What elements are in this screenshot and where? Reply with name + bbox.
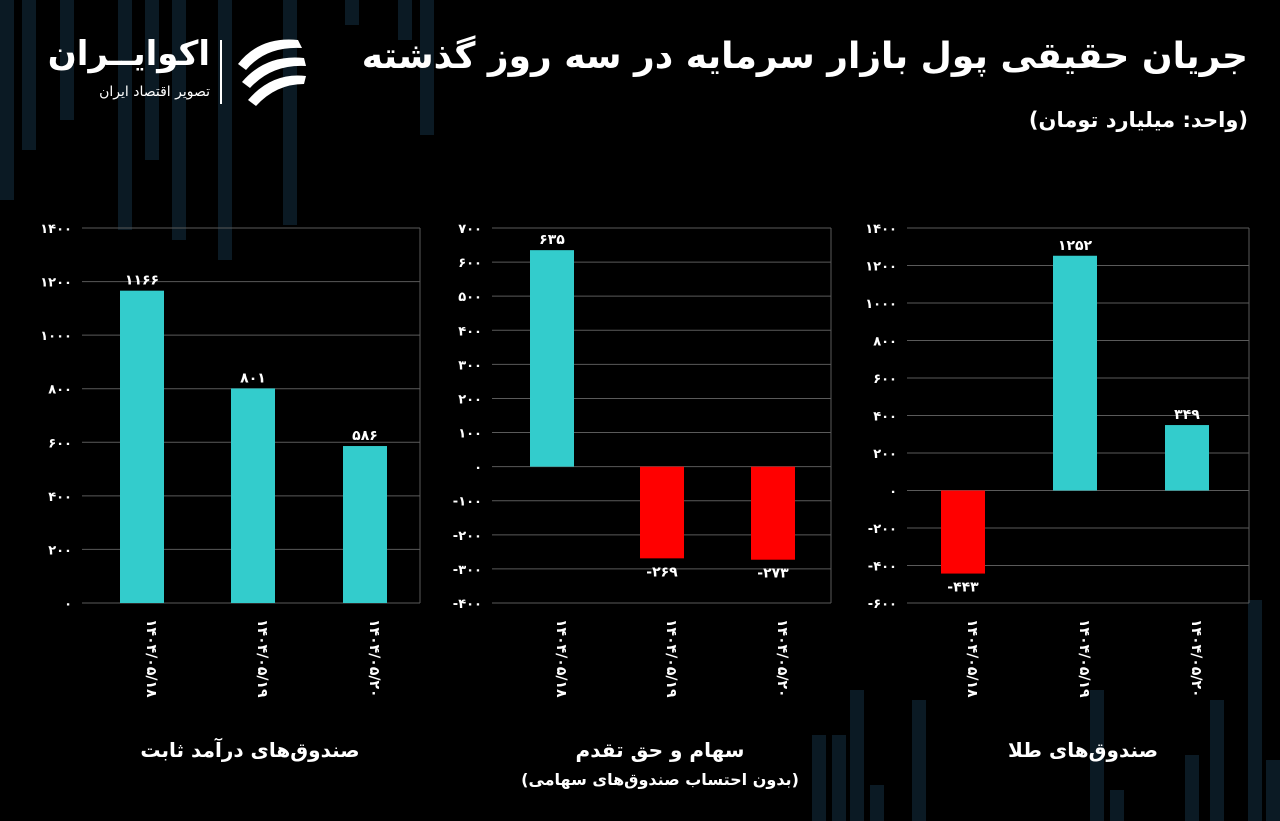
y-tick-label: -۲۰۰	[453, 529, 482, 544]
x-tick-label: ۱۴۰۴/۰۵/۱۸	[553, 619, 569, 698]
y-tick-label: ۲۰۰	[873, 447, 897, 462]
y-tick-label: -۴۰۰	[868, 560, 897, 575]
y-tick-label: ۴۰۰	[873, 410, 897, 425]
y-tick-label: ۱۴۰۰	[865, 222, 897, 237]
y-tick-label: ۰	[64, 597, 72, 612]
logo-tagline: تصویر اقتصاد ایران	[99, 84, 210, 100]
data-label: ۱۱۶۶	[125, 273, 159, 289]
bar	[640, 466, 684, 559]
y-tick-label: ۱۰۰۰	[40, 329, 72, 344]
data-label: -۴۴۳	[947, 580, 979, 596]
ecoiran-logo-icon	[238, 39, 306, 106]
y-tick-label: ۶۰۰	[48, 436, 72, 451]
y-tick-label: ۲۰۰	[458, 392, 482, 407]
y-tick-label: ۳۰۰	[458, 358, 482, 373]
data-label: ۸۰۱	[240, 370, 266, 386]
y-tick-label: -۱۰۰	[453, 495, 482, 510]
y-tick-label: ۱۰۰	[458, 427, 482, 442]
x-tick-label: ۱۴۰۴/۰۵/۱۸	[964, 619, 980, 698]
data-label: ۳۴۹	[1174, 407, 1200, 423]
bar	[1165, 425, 1209, 491]
unit-label: (واحد: میلیارد تومان)	[1028, 108, 1248, 132]
bar	[120, 290, 164, 603]
panel-subtitle: (بدون احتساب صندوق‌های سهامی)	[521, 770, 799, 789]
bar	[751, 466, 795, 560]
x-tick-label: ۱۴۰۴/۰۵/۱۹	[1076, 619, 1092, 698]
y-tick-label: ۸۰۰	[48, 383, 72, 398]
y-tick-label: ۵۰۰	[458, 290, 482, 305]
x-tick-label: ۱۴۰۴/۰۵/۱۸	[143, 619, 159, 698]
logo-divider	[220, 40, 222, 104]
y-tick-label: ۶۰۰	[458, 256, 482, 271]
data-label: ۵۸۶	[352, 428, 378, 444]
panel-title: صندوق‌های درآمد ثابت	[140, 738, 360, 762]
data-label: ۱۲۵۲	[1058, 238, 1093, 254]
y-tick-label: -۴۰۰	[453, 597, 482, 612]
bar	[941, 490, 985, 574]
y-tick-label: ۱۴۰۰	[40, 222, 72, 237]
bar	[530, 250, 574, 467]
y-tick-label: -۲۰۰	[868, 522, 897, 537]
y-tick-label: ۶۰۰	[873, 372, 897, 387]
logo-name: اکوایــران	[47, 34, 210, 74]
bar	[343, 446, 387, 603]
data-label: -۲۶۹	[646, 564, 678, 580]
bar	[1053, 255, 1097, 491]
x-tick-label: ۱۴۰۴/۰۵/۱۹	[663, 619, 679, 698]
bar	[231, 388, 275, 603]
x-tick-label: ۱۴۰۴/۰۵/۱۹	[254, 619, 270, 698]
data-label: ۶۳۵	[539, 232, 565, 248]
panel-title: سهام و حق تقدم	[575, 738, 745, 762]
y-tick-label: ۰	[474, 461, 482, 476]
y-tick-label: ۱۲۰۰	[40, 276, 72, 291]
panel-title: صندوق‌های طلا	[1007, 738, 1159, 762]
y-tick-label: -۳۰۰	[453, 563, 482, 578]
y-tick-label: -۶۰۰	[868, 597, 897, 612]
page-title: جریان حقیقی پول بازار سرمایه در سه روز گ…	[361, 36, 1248, 77]
y-tick-label: ۸۰۰	[873, 335, 897, 350]
y-tick-label: ۴۰۰	[458, 324, 482, 339]
x-tick-label: ۱۴۰۴/۰۵/۲۰	[366, 619, 382, 698]
y-tick-label: ۱۲۰۰	[865, 260, 897, 275]
x-tick-label: ۱۴۰۴/۰۵/۲۰	[1188, 619, 1204, 698]
y-tick-label: ۷۰۰	[458, 222, 482, 237]
y-tick-label: ۴۰۰	[48, 490, 72, 505]
y-tick-label: ۰	[889, 485, 897, 500]
y-tick-label: ۲۰۰	[48, 543, 72, 558]
data-label: -۲۷۳	[757, 566, 789, 582]
logo: اکوایــران تصویر اقتصاد ایران	[47, 34, 310, 109]
x-tick-label: ۱۴۰۴/۰۵/۲۰	[774, 619, 790, 698]
y-tick-label: ۱۰۰۰	[865, 297, 897, 312]
